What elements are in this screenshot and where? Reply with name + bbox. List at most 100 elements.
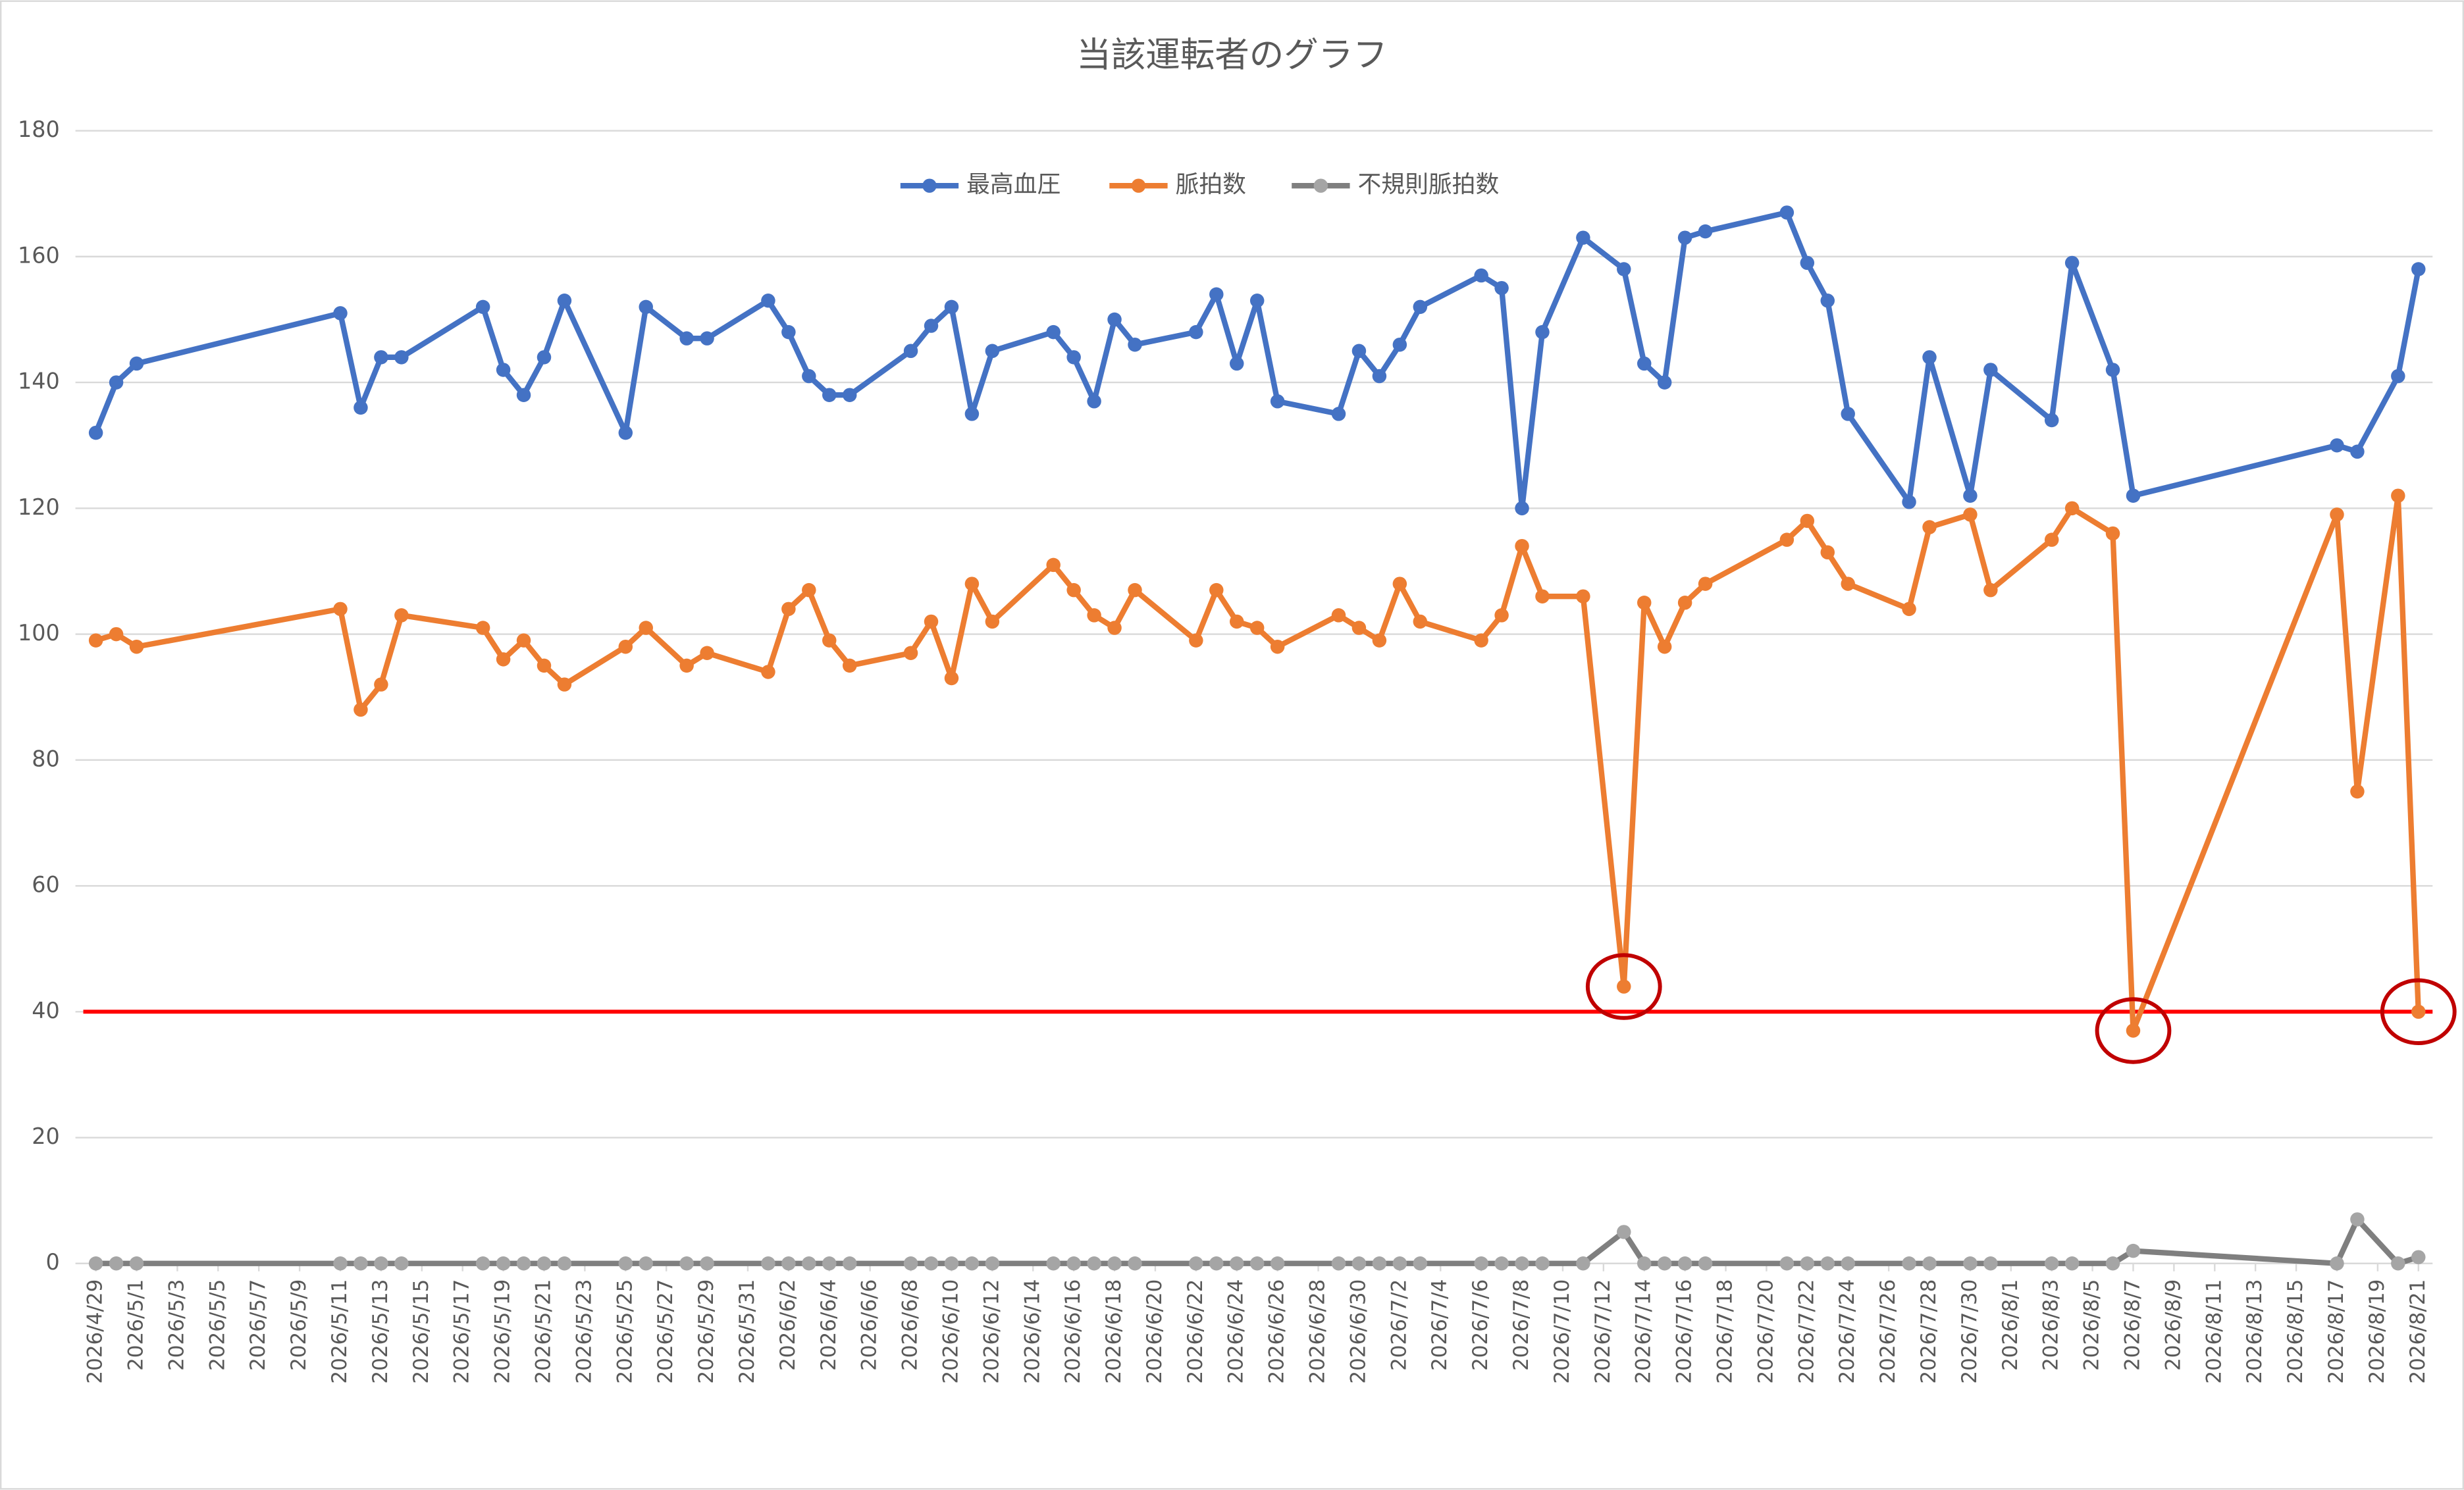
data-point (2330, 507, 2344, 522)
x-tick-label: 2026/8/7 (2120, 1279, 2144, 1371)
data-point (2064, 501, 2080, 516)
data-point (1230, 356, 1244, 371)
x-tick-label: 2026/5/7 (246, 1279, 270, 1371)
data-point (1841, 1256, 1855, 1271)
data-point (1494, 280, 1509, 295)
data-point (516, 388, 531, 402)
x-tick-label: 2026/6/14 (1020, 1279, 1044, 1384)
x-tick-label: 2026/6/30 (1346, 1279, 1370, 1384)
data-point (1902, 1256, 1916, 1271)
data-point (2105, 1256, 2120, 1271)
data-point (88, 425, 103, 440)
data-point (1249, 294, 1265, 308)
data-point (2044, 532, 2059, 547)
data-point (333, 306, 348, 321)
data-point (1372, 369, 1387, 384)
data-point (1474, 633, 1488, 648)
data-point (1963, 507, 1978, 522)
data-point (802, 369, 816, 384)
data-point (1209, 582, 1224, 598)
x-tick-label: 2026/5/29 (695, 1279, 718, 1384)
x-tick-label: 2026/5/15 (409, 1279, 433, 1384)
data-point (1637, 1256, 1652, 1271)
x-tick-label: 2026/7/16 (1673, 1279, 1696, 1384)
data-point (1617, 979, 1631, 994)
x-tick-label: 2026/8/21 (2406, 1279, 2430, 1384)
data-point (1576, 589, 1590, 604)
data-point (1066, 350, 1081, 365)
data-point (129, 356, 144, 371)
data-point (1779, 205, 1795, 220)
y-tick-label: 100 (18, 620, 60, 646)
data-point (1922, 350, 1937, 365)
legend-label: 最高血圧 (966, 171, 1061, 198)
data-point (537, 1256, 552, 1271)
data-point (781, 1256, 796, 1271)
x-tick-label: 2026/7/28 (1917, 1279, 1941, 1384)
data-point (354, 400, 368, 415)
y-tick-label: 40 (32, 998, 60, 1023)
x-tick-label: 2026/6/10 (939, 1279, 962, 1384)
x-tick-label: 2026/8/11 (2202, 1279, 2226, 1384)
x-tick-label: 2026/8/9 (2161, 1279, 2185, 1371)
x-tick-label: 2026/8/17 (2324, 1279, 2348, 1384)
data-point (2330, 1256, 2344, 1271)
x-tick-label: 2026/6/4 (817, 1279, 841, 1371)
data-point (1474, 268, 1488, 283)
x-tick-label: 2026/7/4 (1428, 1279, 1452, 1371)
y-tick-label: 80 (32, 746, 60, 771)
x-tick-label: 2026/7/22 (1795, 1279, 1818, 1384)
data-point (1087, 1256, 1101, 1271)
data-point (1066, 582, 1081, 598)
data-point (1677, 230, 1692, 245)
data-point (394, 350, 409, 365)
data-point (1535, 589, 1550, 604)
data-point (1270, 394, 1285, 409)
data-point (1902, 602, 1916, 617)
x-tick-label: 2026/5/17 (450, 1279, 474, 1384)
data-point (1392, 337, 1407, 352)
data-point (1617, 1225, 1631, 1239)
data-point (1087, 394, 1101, 409)
data-point (924, 1256, 939, 1271)
data-point (842, 658, 857, 673)
legend-marker (1131, 178, 1146, 193)
data-point (2391, 369, 2405, 384)
data-point (1474, 1256, 1488, 1271)
data-point (944, 1256, 959, 1271)
data-point (1657, 375, 1672, 390)
data-point (1372, 1256, 1387, 1271)
x-tick-label: 2026/4/29 (84, 1279, 107, 1384)
x-tick-label: 2026/5/9 (287, 1279, 311, 1371)
data-point (2391, 1256, 2405, 1271)
data-point (781, 324, 796, 340)
x-tick-label: 2026/5/19 (491, 1279, 515, 1384)
data-point (374, 350, 388, 365)
data-point (964, 407, 980, 421)
x-tick-label: 2026/7/20 (1754, 1279, 1777, 1384)
data-point (333, 602, 348, 617)
legend-label: 脈拍数 (1176, 171, 1246, 198)
x-tick-label: 2026/6/24 (1224, 1279, 1248, 1384)
data-point (1107, 621, 1122, 635)
data-point (2330, 438, 2344, 453)
data-point (1677, 1256, 1692, 1271)
x-tick-label: 2026/5/21 (531, 1279, 555, 1384)
data-point (129, 1256, 144, 1271)
data-point (1535, 1256, 1550, 1271)
data-point (1535, 324, 1550, 340)
legend-label: 不規則脈拍数 (1357, 171, 1499, 198)
data-point (2391, 488, 2405, 503)
x-tick-label: 2026/6/8 (899, 1279, 922, 1371)
data-point (1392, 1256, 1407, 1271)
data-point (2126, 1243, 2141, 1258)
x-tick-label: 2026/6/6 (858, 1279, 881, 1371)
data-point (496, 652, 511, 667)
data-point (679, 1256, 694, 1271)
data-point (1189, 324, 1203, 340)
data-point (1963, 488, 1978, 503)
x-tick-label: 2026/7/18 (1714, 1279, 1737, 1384)
x-tick-label: 2026/7/8 (1509, 1279, 1533, 1371)
